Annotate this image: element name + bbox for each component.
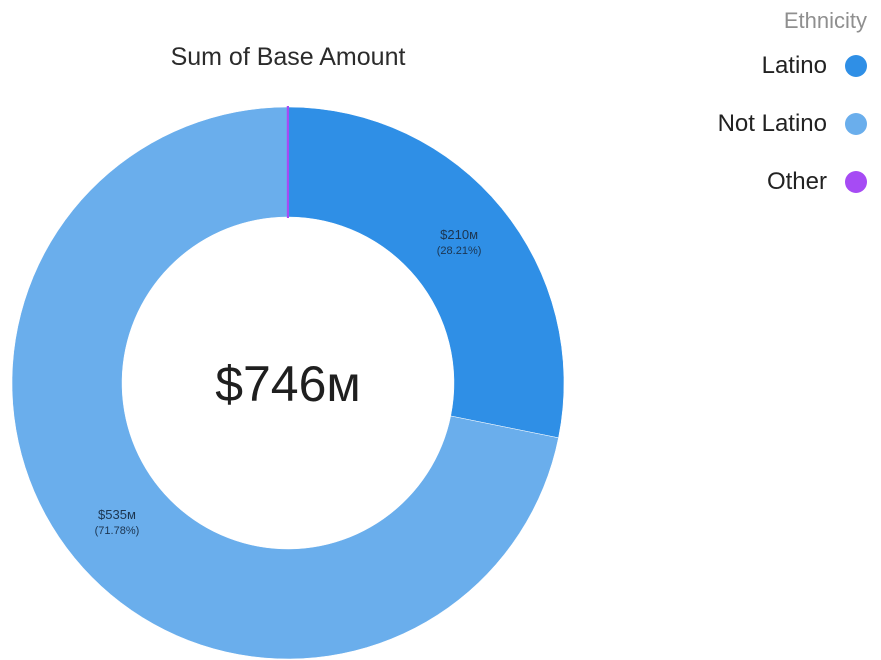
legend: Ethnicity Latino Not Latino Other <box>718 8 867 226</box>
slice-labels: $210м (28.21%) $535м (71.78%) <box>95 227 482 537</box>
chart-title: Sum of Base Amount <box>171 43 406 71</box>
legend-item-latino[interactable]: Latino <box>718 52 867 80</box>
legend-item-other[interactable]: Other <box>718 168 867 196</box>
donut-slices <box>11 105 565 660</box>
slice-percent-label: (28.21%) <box>437 245 482 257</box>
legend-swatch <box>845 55 867 77</box>
legend-title: Ethnicity <box>783 8 867 33</box>
slice-latino[interactable] <box>287 106 565 439</box>
legend-label: Other <box>766 168 827 195</box>
slice-value-label: $210м <box>440 227 478 242</box>
slice-not-latino[interactable] <box>11 106 559 660</box>
legend-swatch <box>845 113 867 135</box>
legend-label: Latino <box>761 52 827 79</box>
legend-item-not-latino[interactable]: Not Latino <box>718 110 867 138</box>
legend-label: Not Latino <box>717 110 827 137</box>
slice-percent-label: (71.78%) <box>95 525 140 537</box>
center-total: $746м <box>215 356 361 412</box>
legend-swatch <box>845 171 867 193</box>
slice-value-label: $535м <box>98 507 136 522</box>
